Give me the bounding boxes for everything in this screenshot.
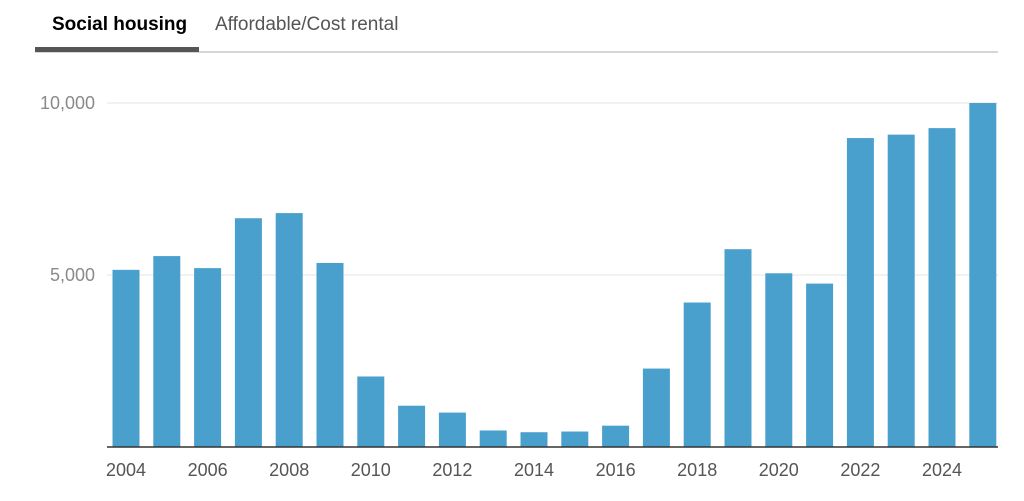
bar [479, 430, 507, 447]
bar [887, 134, 915, 447]
bar [520, 432, 548, 447]
bar [153, 256, 181, 447]
y-tick-label: 5,000 [50, 265, 95, 285]
bar [846, 138, 874, 447]
x-tick-label: 2018 [677, 460, 717, 480]
tab-affordable-cost-rental[interactable]: Affordable/Cost rental [215, 14, 399, 35]
x-tick-label: 2012 [432, 460, 472, 480]
x-tick-label: 2024 [922, 460, 962, 480]
bar [765, 273, 793, 447]
x-tick-label: 2010 [351, 460, 391, 480]
bar [642, 368, 670, 447]
bar [806, 283, 834, 447]
bar [602, 425, 630, 447]
x-tick-label: 2020 [759, 460, 799, 480]
bar [316, 262, 344, 447]
bar [234, 218, 262, 447]
tab-bar: Social housing Affordable/Cost rental [35, 0, 998, 53]
bar [928, 128, 956, 447]
bar [398, 405, 426, 447]
bar [683, 302, 711, 447]
bar [357, 376, 385, 447]
bar [724, 249, 752, 447]
active-tab-indicator [35, 47, 199, 52]
x-tick-label: 2014 [514, 460, 554, 480]
bar [561, 431, 589, 447]
bar [969, 103, 997, 447]
bar [194, 268, 222, 447]
x-tick-label: 2006 [188, 460, 228, 480]
y-tick-label: 10,000 [40, 93, 95, 113]
tab-social-housing[interactable]: Social housing [52, 14, 188, 35]
bar [112, 269, 140, 447]
x-tick-label: 2008 [269, 460, 309, 480]
x-tick-label: 2022 [840, 460, 880, 480]
x-tick-label: 2004 [106, 460, 146, 480]
bar [275, 213, 303, 447]
x-tick-label: 2016 [596, 460, 636, 480]
bar [438, 412, 466, 447]
